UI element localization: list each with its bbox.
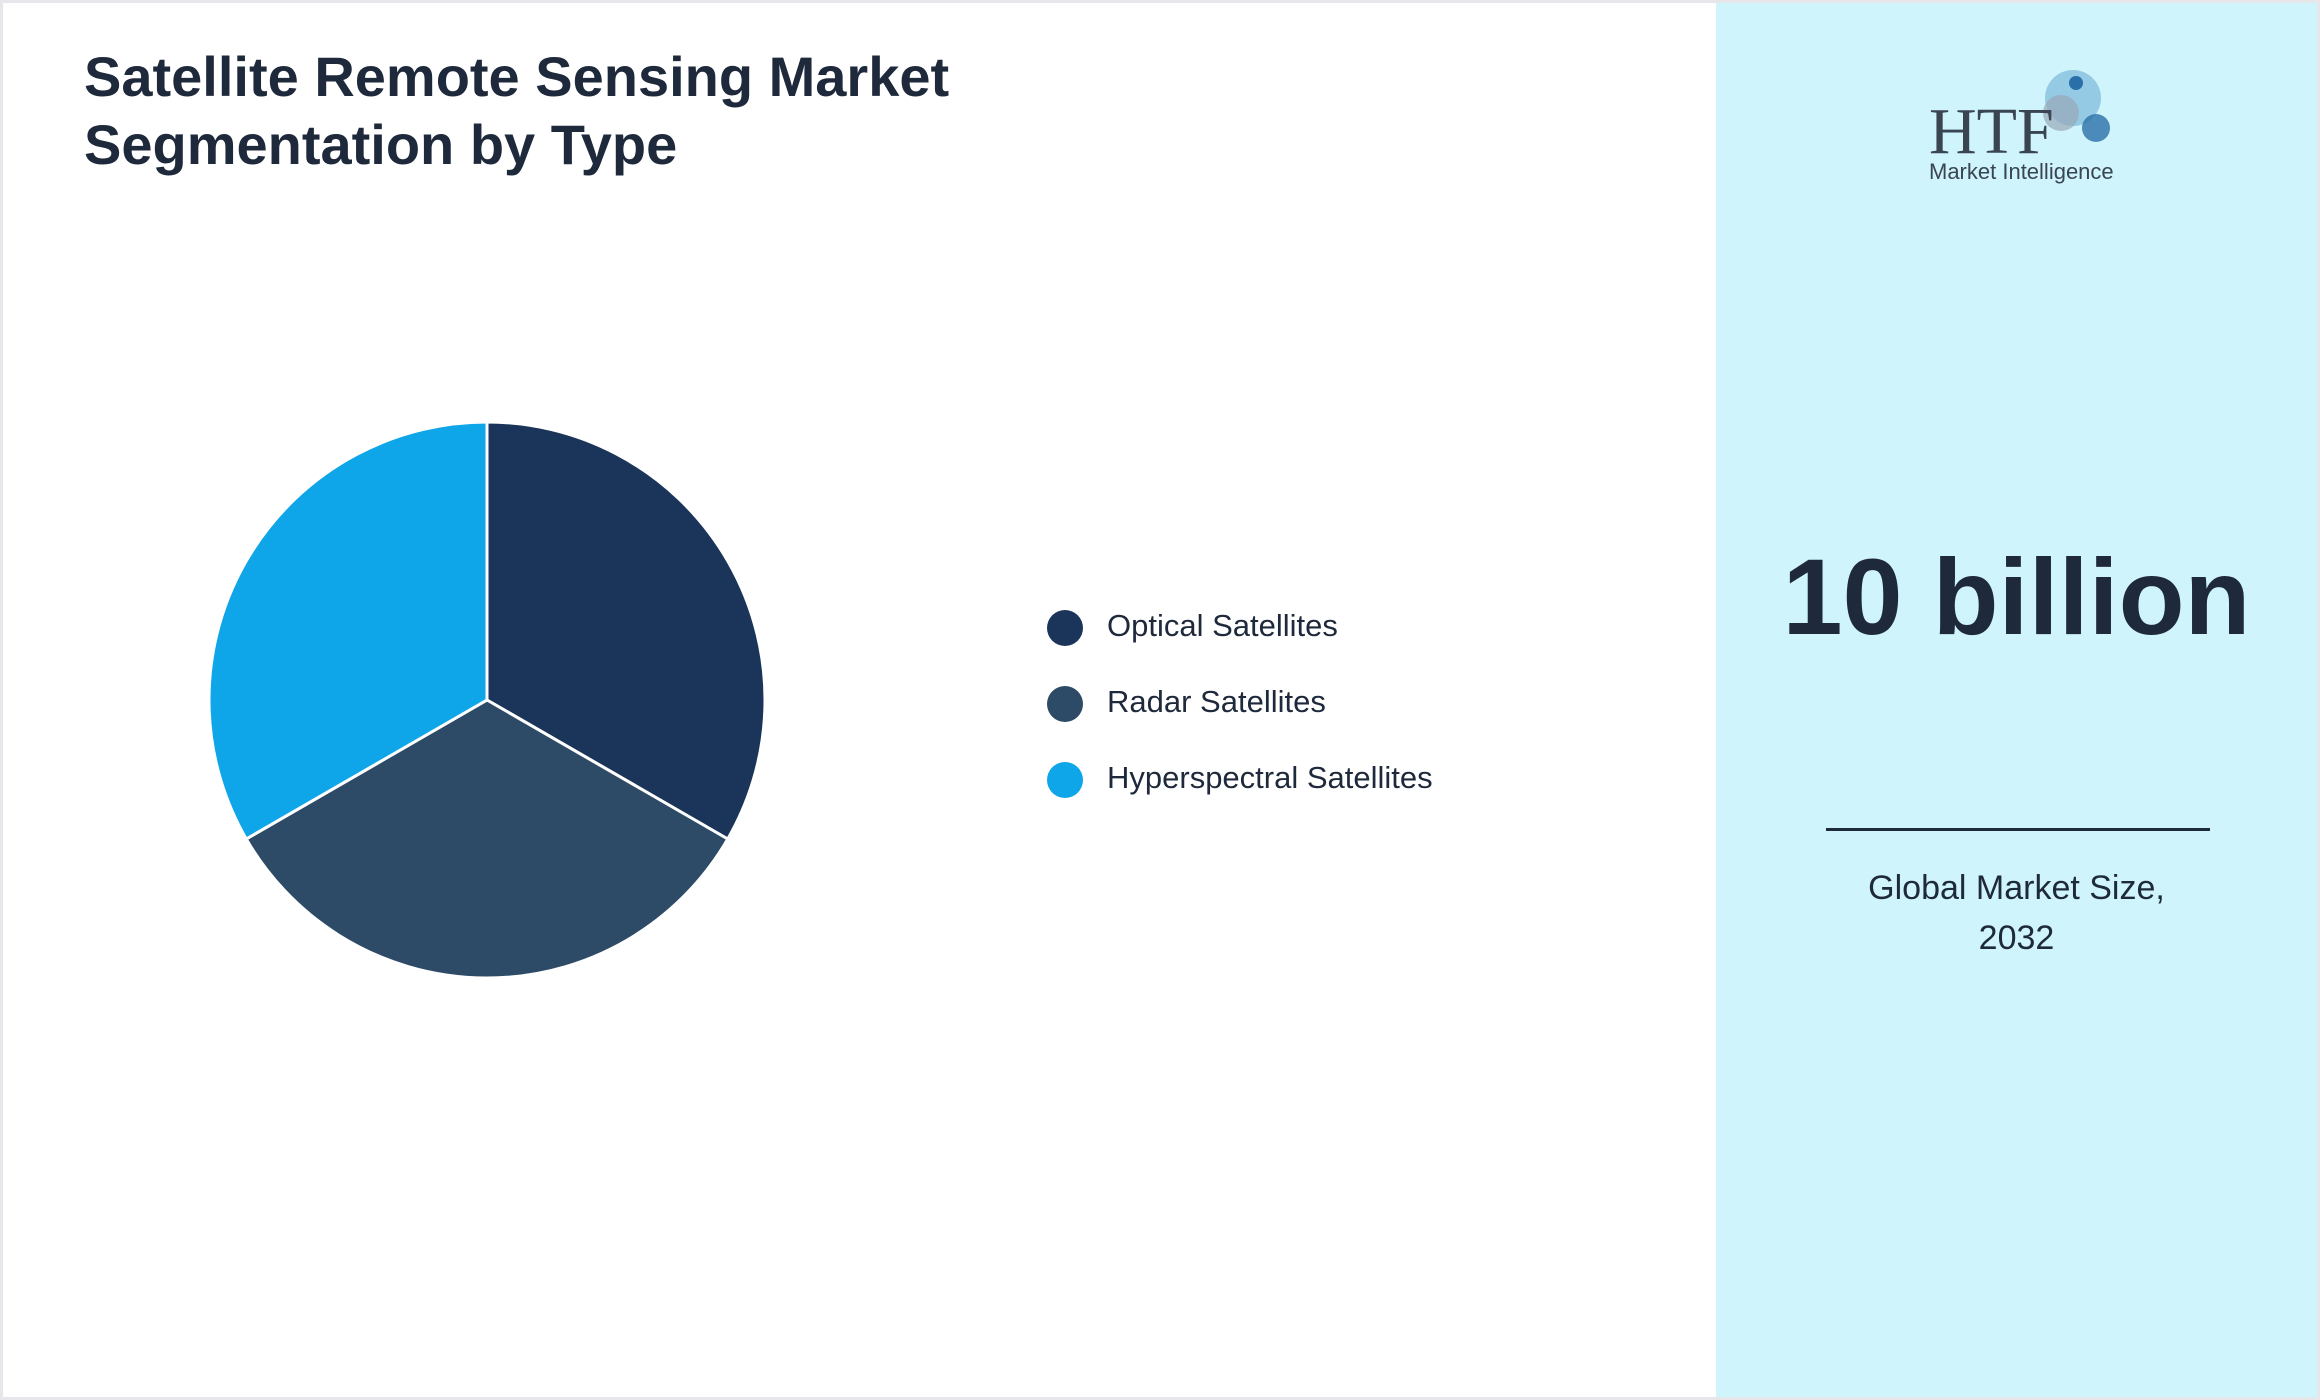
legend-label: Optical Satellites — [1107, 608, 1338, 643]
chart-title: Satellite Remote Sensing Market Segmenta… — [84, 45, 950, 176]
market-size-label: Global Market Size, 2032 — [1868, 869, 2165, 957]
logo-shape — [2069, 76, 2083, 90]
market-size-value: 10 billion — [1782, 536, 2251, 657]
pie-slice — [207, 420, 489, 842]
logo: HTF Market Intelligence — [1929, 70, 2114, 184]
side-panel: HTF Market Intelligence 10 billion Globa… — [1716, 3, 2317, 1397]
logo-mark: HTF — [1929, 95, 2054, 168]
legend-label: Radar Satellites — [1107, 684, 1326, 719]
logo-shape — [2082, 114, 2110, 142]
chart: Optical Satellites Radar Satellites Hypers… — [207, 420, 1433, 980]
legend-label: Hyperspectral Satellites — [1107, 760, 1433, 795]
divider — [1826, 828, 2210, 831]
legend-marker — [1047, 762, 1083, 798]
logo-name: Market Intelligence — [1929, 159, 2114, 184]
legend-marker — [1047, 610, 1083, 646]
legend-marker — [1047, 686, 1083, 722]
pie-slice — [485, 420, 767, 842]
logo-shape — [2043, 95, 2079, 131]
